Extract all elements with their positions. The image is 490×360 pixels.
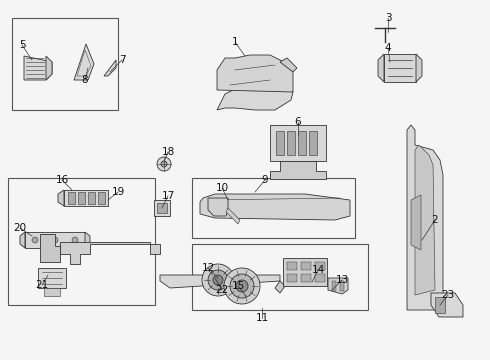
- Polygon shape: [74, 44, 94, 80]
- Polygon shape: [407, 125, 443, 310]
- Bar: [192, 178, 355, 238]
- Bar: [78, 192, 85, 204]
- Circle shape: [161, 161, 167, 167]
- Text: 10: 10: [216, 183, 228, 193]
- Text: 12: 12: [201, 263, 215, 273]
- Text: 19: 19: [111, 187, 124, 197]
- Text: 16: 16: [55, 175, 69, 185]
- Circle shape: [224, 268, 260, 304]
- Bar: [88, 192, 95, 204]
- Bar: [301, 262, 311, 270]
- Bar: [340, 281, 344, 291]
- Bar: [276, 131, 284, 155]
- Bar: [315, 262, 325, 270]
- Bar: [98, 192, 105, 204]
- Text: 8: 8: [82, 75, 88, 85]
- Bar: [38, 268, 66, 288]
- Text: 5: 5: [19, 40, 25, 50]
- Bar: [287, 274, 297, 282]
- Bar: [315, 274, 325, 282]
- Polygon shape: [24, 56, 52, 80]
- Text: 21: 21: [35, 280, 49, 290]
- Polygon shape: [280, 58, 297, 72]
- Text: 2: 2: [432, 215, 439, 225]
- Bar: [435, 297, 445, 313]
- Bar: [154, 200, 170, 216]
- Bar: [157, 203, 167, 213]
- Bar: [298, 131, 306, 155]
- Bar: [384, 54, 416, 82]
- Text: 18: 18: [161, 147, 174, 157]
- Polygon shape: [328, 278, 348, 294]
- Circle shape: [52, 237, 58, 243]
- Bar: [8, 178, 155, 305]
- Circle shape: [213, 275, 223, 285]
- Text: 4: 4: [385, 43, 392, 53]
- Text: 3: 3: [385, 13, 392, 23]
- Polygon shape: [378, 54, 384, 82]
- Text: 15: 15: [231, 281, 245, 291]
- Text: 6: 6: [294, 117, 301, 127]
- Text: 1: 1: [232, 37, 238, 47]
- Circle shape: [236, 280, 248, 292]
- Text: 11: 11: [255, 313, 269, 323]
- Polygon shape: [226, 208, 240, 224]
- Bar: [301, 274, 311, 282]
- Polygon shape: [208, 198, 228, 216]
- Bar: [12, 18, 118, 110]
- Polygon shape: [46, 56, 52, 80]
- Polygon shape: [160, 275, 280, 288]
- Bar: [68, 192, 75, 204]
- Text: 20: 20: [13, 223, 26, 233]
- Polygon shape: [275, 281, 285, 293]
- Polygon shape: [60, 242, 160, 264]
- Bar: [192, 244, 368, 310]
- Bar: [283, 258, 327, 286]
- Circle shape: [72, 237, 78, 243]
- Bar: [309, 131, 317, 155]
- Polygon shape: [217, 55, 293, 92]
- Text: 13: 13: [335, 275, 348, 285]
- Polygon shape: [104, 60, 116, 76]
- Bar: [287, 131, 295, 155]
- Text: 22: 22: [216, 285, 229, 295]
- Polygon shape: [415, 145, 435, 295]
- Polygon shape: [270, 161, 326, 179]
- Text: 7: 7: [119, 55, 125, 65]
- Polygon shape: [217, 84, 293, 110]
- Polygon shape: [85, 232, 90, 248]
- Polygon shape: [20, 232, 25, 248]
- Circle shape: [230, 274, 254, 298]
- Polygon shape: [40, 234, 60, 262]
- Bar: [332, 281, 336, 291]
- Bar: [44, 288, 60, 296]
- Circle shape: [202, 264, 234, 296]
- Text: 23: 23: [441, 290, 455, 300]
- Bar: [64, 190, 108, 206]
- Bar: [270, 125, 326, 161]
- Polygon shape: [431, 293, 463, 317]
- Text: 14: 14: [311, 265, 324, 275]
- Circle shape: [157, 157, 171, 171]
- Polygon shape: [416, 54, 422, 82]
- Polygon shape: [58, 190, 64, 206]
- Circle shape: [208, 270, 228, 290]
- Text: 9: 9: [262, 175, 269, 185]
- Circle shape: [32, 237, 38, 243]
- Bar: [287, 262, 297, 270]
- Text: 17: 17: [161, 191, 174, 201]
- Bar: [25, 232, 85, 248]
- Polygon shape: [411, 195, 421, 250]
- Polygon shape: [200, 194, 350, 220]
